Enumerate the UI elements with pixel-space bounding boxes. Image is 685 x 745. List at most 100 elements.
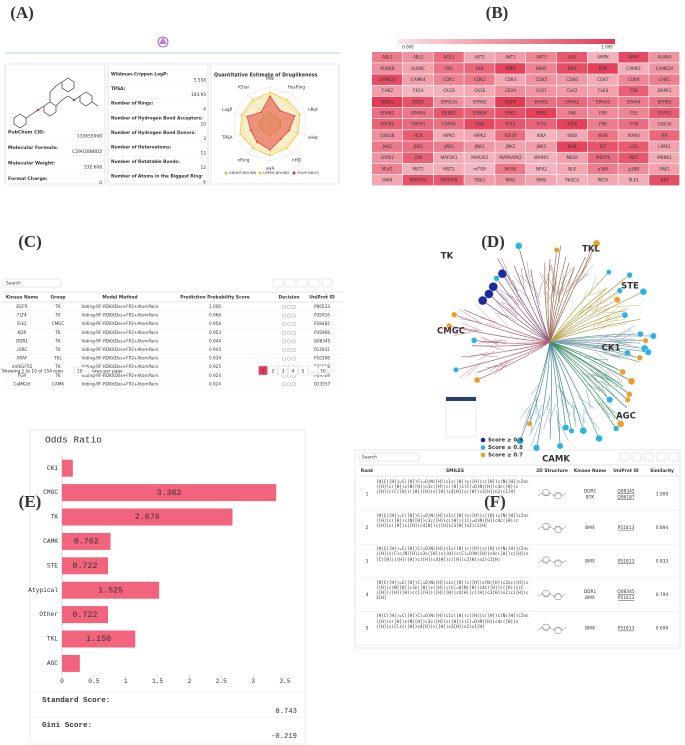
descriptor-value: 4 [203,107,206,113]
heatmap-cell-label: ABL2 [413,55,424,60]
score-label: Standard Score: [42,697,110,705]
page-button[interactable] [278,365,288,376]
radar-point [278,109,281,112]
tree-branch [471,341,551,347]
rows-per-page: rows per page [92,369,123,375]
table-cell: 0.953 [209,330,221,335]
rank-cell: 2 [366,525,369,531]
tree-twig [612,327,632,339]
heatmap-cell-label: MAP2K1 [440,155,457,160]
heatmap-cell [618,152,649,164]
uniprot-cell: P51813 [618,595,635,601]
decision-icon [287,356,292,361]
kinase-dot [613,296,621,304]
tree-twig [592,323,607,327]
table-cell: 0.924 [209,381,221,386]
tree-twig [539,272,547,289]
y-tick-label: TKL [47,636,58,643]
group-label: TK [441,252,454,262]
page-button[interactable] [308,365,318,376]
toolbar-button[interactable] [272,278,284,288]
heatmap-cell [618,163,649,175]
heatmap-cell-label: PKACA [565,177,579,182]
page-button[interactable] [258,365,268,376]
page-size-select[interactable] [73,366,89,376]
property-label: Molecular Formula: [8,145,58,151]
chart-title: Odds Ratio [45,435,102,446]
tree-twig [556,410,559,432]
heatmap-cell [618,96,649,108]
heatmap-cell [495,141,526,152]
column-header: Prediction Probability Score [180,295,249,301]
page-button[interactable] [318,365,328,376]
smiles-cell: [H]C([H])=C([H])C(=O)N([H])c1c([H])c([H]… [376,513,529,529]
heatmap-cell-label: BRAF [536,66,547,71]
heatmap-cell [402,141,433,152]
table-cell: cSRC [17,347,28,352]
legend-swatch [480,437,486,443]
heatmap-cell-label: FGR [476,122,485,127]
heatmap-cell [464,141,495,152]
toolbar-button[interactable] [619,452,630,462]
tree-twig [531,280,538,296]
page-button[interactable] [298,365,308,376]
heatmap-cell-label: CHK2 [382,88,394,93]
tree-twig [600,379,615,396]
heatmap-cell [587,130,618,141]
tree-twig [596,402,616,419]
heatmap-cell-label: CLK2 [567,88,578,93]
table-cell: FGR [18,373,27,378]
toolbar-button[interactable] [631,452,642,462]
descriptor-label: TPSA: [111,86,126,92]
kinase-dot [470,337,478,344]
structure-thumbnail [537,523,567,533]
heatmap-cell-label: CK1D [443,88,455,93]
kinase-dot [484,289,494,299]
table-cell: Voting-RF-RDKitDes+FP2+AtomPairs [82,356,159,361]
tree-twig [586,384,605,392]
heatmap-cell [618,107,649,119]
tree-twig [598,345,615,348]
heatmap-cell [526,174,557,186]
tree-branch [549,291,644,343]
toolbar-button[interactable] [643,452,654,462]
tree-branch [549,341,628,401]
x-tick-label: 3.5 [279,678,290,685]
heatmap-cell [495,119,526,130]
tree-twig [595,324,610,331]
heatmap-cell [464,52,495,63]
y-tick-label: STE [47,562,58,569]
tree-twig [597,397,610,418]
tree-twig [589,287,609,296]
toolbar-button[interactable] [284,278,296,288]
kinase-dot [497,268,508,279]
bar-value-label: 0.722 [73,562,98,571]
heatmap-cell-label: CDK2 [474,77,486,82]
tree-twig [596,307,612,317]
column-header: Similarity [650,468,674,474]
toolbar-button[interactable] [296,278,308,288]
toolbar-button[interactable] [308,278,320,288]
bar [62,581,160,599]
tree-branch [549,318,641,343]
y-tick-label: Other [39,611,58,618]
tree-twig [526,260,531,281]
heatmap-cell [402,85,433,97]
toolbar-button[interactable] [321,278,333,288]
structure-ring [553,627,563,634]
page-button[interactable] [288,365,298,376]
radar-point [288,129,291,132]
decision-icon [282,339,287,344]
toolbar-button[interactable] [668,452,679,462]
bar-value-label: 3.362 [157,489,182,498]
tree-twig [615,338,636,340]
toolbar-button[interactable] [656,452,667,462]
heatmap-cell [433,152,464,164]
heatmap-cell-label: FYN [630,122,638,127]
legend-label: Score ≥ 0.9 [488,438,523,444]
tree-twig [597,316,612,326]
column-header: Kinase Name [6,295,38,301]
heatmap-cell-label: GSK3B [380,133,394,138]
tree-twig [496,315,508,327]
page-button[interactable] [268,365,278,376]
